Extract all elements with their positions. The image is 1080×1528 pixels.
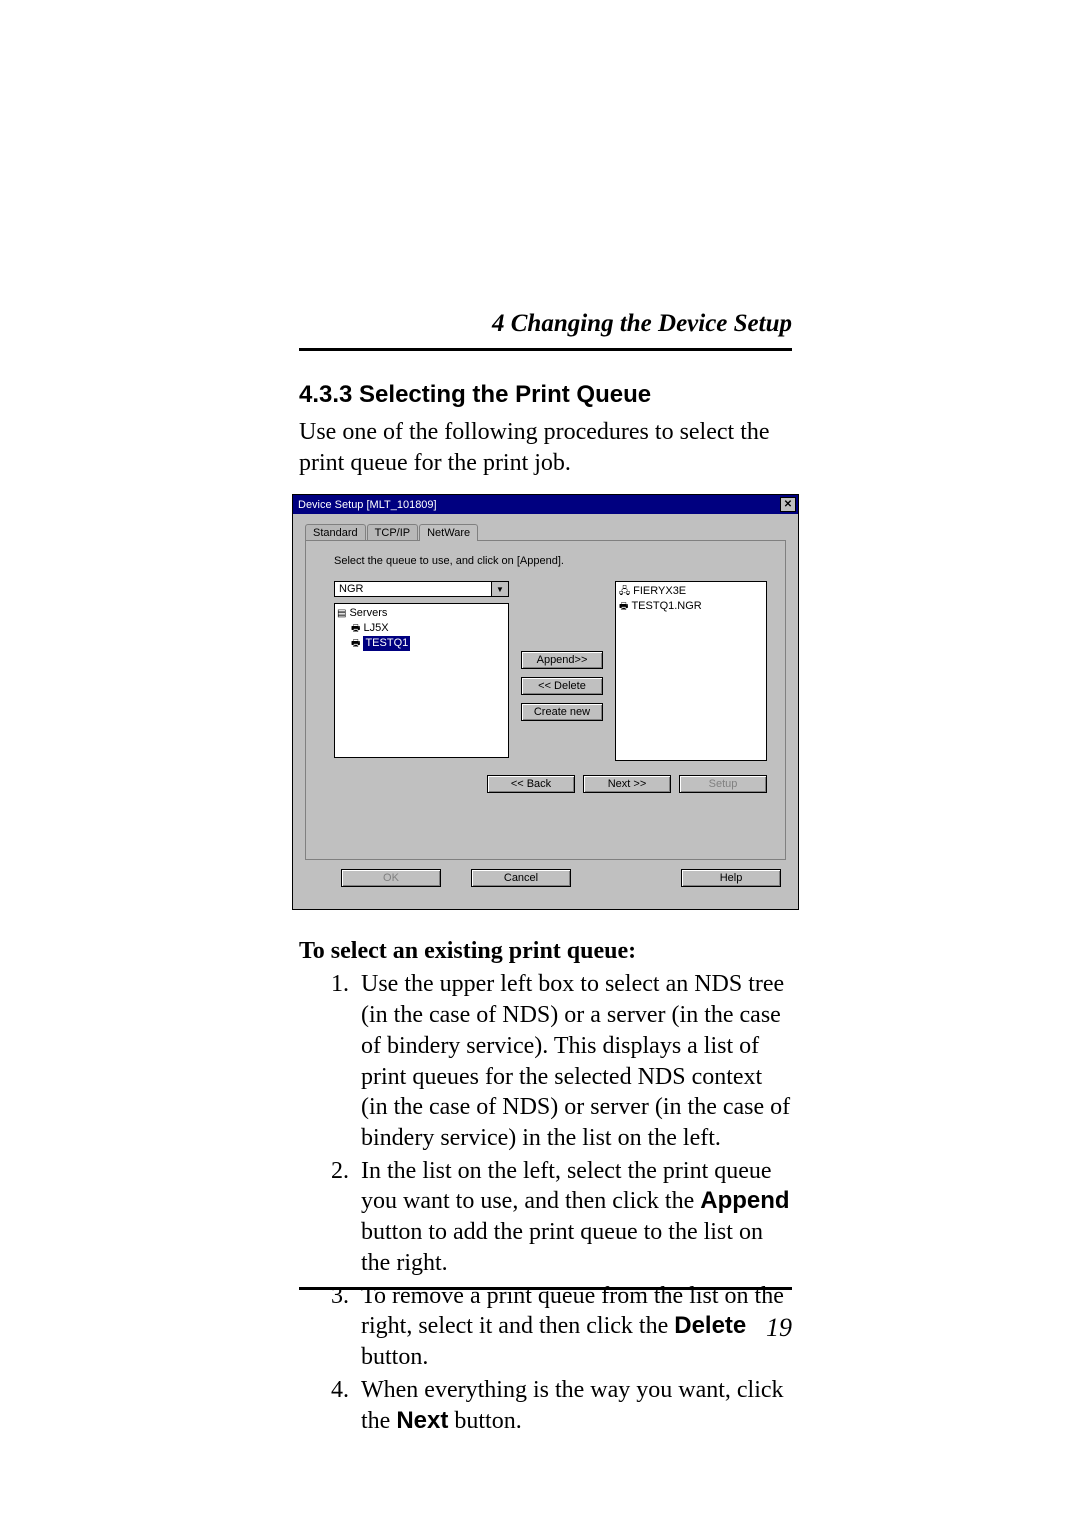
queue-tree-list[interactable]: ▤Servers 🖶LJ5X 🖶TESTQ1 — [334, 603, 509, 758]
dialog-title: Device Setup [MLT_101809] — [298, 499, 437, 511]
dialog-footer: OK Cancel Help — [305, 861, 786, 899]
append-word: Append — [700, 1187, 789, 1214]
dialog-titlebar: Device Setup [MLT_101809] ✕ — [293, 495, 798, 514]
delete-word: Delete — [674, 1312, 746, 1339]
left-column: NGR ▼ ▤Servers 🖶LJ5X 🖶TESTQ1 — [334, 581, 509, 761]
close-icon[interactable]: ✕ — [780, 497, 796, 512]
context-combo-value[interactable]: NGR — [334, 581, 492, 597]
wizard-nav-row: << Back Next >> Setup — [334, 775, 767, 793]
setup-button[interactable]: Setup — [679, 775, 767, 793]
next-word: Next — [396, 1407, 448, 1434]
create-new-button[interactable]: Create new — [521, 703, 603, 721]
device-setup-dialog: Device Setup [MLT_101809] ✕ Standard TCP… — [292, 494, 799, 910]
panel-instruction: Select the queue to use, and click on [A… — [334, 555, 767, 567]
tree-selected: TESTQ1 — [363, 636, 410, 651]
tab-standard[interactable]: Standard — [305, 524, 366, 541]
back-button[interactable]: << Back — [487, 775, 575, 793]
tab-netware[interactable]: NetWare — [419, 524, 478, 541]
device-icon: 🖧 — [619, 586, 630, 597]
context-combo[interactable]: NGR ▼ — [334, 581, 509, 597]
cancel-button[interactable]: Cancel — [471, 869, 571, 887]
tab-panel-netware: Select the queue to use, and click on [A… — [305, 540, 786, 860]
tab-tcpip[interactable]: TCP/IP — [367, 524, 418, 541]
step-1: Use the upper left box to select an NDS … — [355, 969, 792, 1153]
procedure-list: Use the upper left box to select an NDS … — [299, 969, 792, 1436]
step-3: To remove a print queue from the list on… — [355, 1281, 792, 1373]
right-item-fiery[interactable]: 🖧FIERYX3E — [619, 584, 763, 599]
next-button[interactable]: Next >> — [583, 775, 671, 793]
section-intro: Use one of the following procedures to s… — [299, 417, 792, 478]
delete-button[interactable]: << Delete — [521, 677, 603, 695]
printer-icon: 🖶 — [351, 623, 360, 634]
running-header: 4 Changing the Device Setup — [299, 310, 792, 338]
printer-icon: 🖶 — [351, 638, 360, 649]
step-2: In the list on the left, select the prin… — [355, 1156, 792, 1279]
tree-node-testq1[interactable]: 🖶TESTQ1 — [337, 636, 506, 651]
middle-buttons: Append>> << Delete Create new — [521, 581, 603, 761]
footer-rule — [299, 1287, 792, 1290]
step-4: When everything is the way you want, cli… — [355, 1375, 792, 1436]
header-rule — [299, 348, 792, 351]
chevron-down-icon[interactable]: ▼ — [492, 581, 509, 597]
append-button[interactable]: Append>> — [521, 651, 603, 669]
page: 4 Changing the Device Setup 4.3.3 Select… — [0, 0, 1080, 1528]
printer-icon: 🖶 — [619, 601, 628, 612]
right-item-testq1[interactable]: 🖶TESTQ1.NGR — [619, 599, 763, 614]
procedure-heading: To select an existing print queue: — [299, 938, 792, 965]
dialog-body: Standard TCP/IP NetWare Select the queue… — [293, 514, 798, 909]
page-number: 19 — [766, 1313, 792, 1343]
ok-button[interactable]: OK — [341, 869, 441, 887]
dialog-screenshot: Device Setup [MLT_101809] ✕ Standard TCP… — [299, 494, 792, 910]
help-button[interactable]: Help — [681, 869, 781, 887]
tab-row: Standard TCP/IP NetWare — [305, 524, 786, 541]
tree-root[interactable]: ▤Servers — [337, 606, 506, 621]
section-heading: 4.3.3 Selecting the Print Queue — [299, 381, 792, 409]
server-folder-icon: ▤ — [337, 608, 346, 619]
selected-queue-list[interactable]: 🖧FIERYX3E 🖶TESTQ1.NGR — [615, 581, 767, 761]
tree-node-lj5x[interactable]: 🖶LJ5X — [337, 621, 506, 636]
